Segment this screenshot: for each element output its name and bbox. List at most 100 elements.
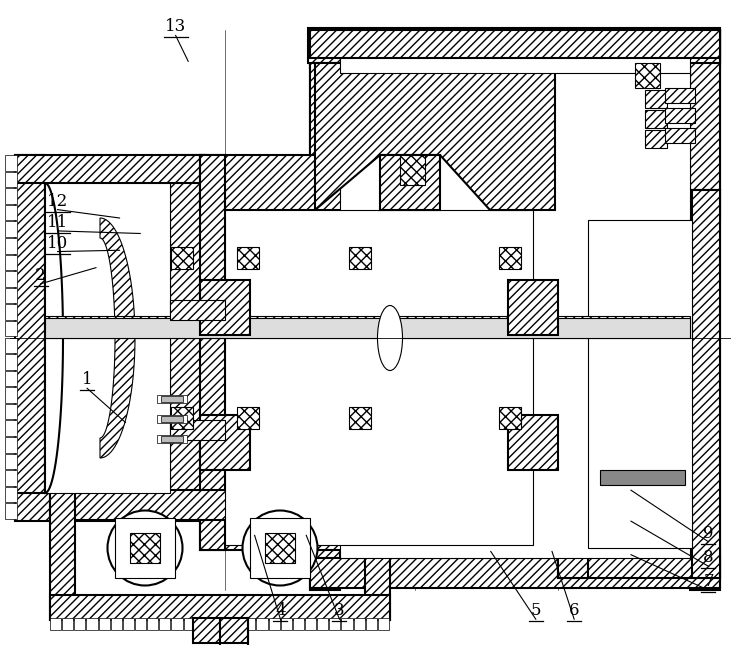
Bar: [170, 420, 225, 440]
Bar: [171, 407, 193, 429]
Bar: [342, 618, 353, 630]
Bar: [170, 300, 225, 320]
Text: 11: 11: [47, 214, 68, 231]
Text: 13: 13: [165, 19, 186, 35]
Bar: [293, 618, 304, 630]
Bar: [200, 155, 225, 550]
Bar: [75, 618, 86, 630]
Bar: [692, 190, 720, 578]
Bar: [349, 407, 371, 429]
Bar: [161, 416, 183, 422]
Bar: [508, 415, 558, 470]
Text: 10: 10: [47, 235, 68, 252]
Bar: [265, 533, 295, 563]
Text: 8: 8: [703, 550, 714, 566]
Ellipse shape: [378, 306, 402, 370]
Bar: [161, 396, 183, 402]
Bar: [665, 128, 695, 143]
Bar: [5, 404, 17, 419]
Bar: [558, 190, 588, 578]
Bar: [329, 618, 340, 630]
Bar: [400, 155, 425, 185]
Bar: [310, 30, 720, 68]
Bar: [5, 155, 17, 170]
Bar: [499, 247, 521, 269]
Bar: [157, 395, 187, 403]
Bar: [645, 130, 667, 148]
Bar: [5, 238, 17, 253]
Ellipse shape: [108, 510, 182, 586]
Bar: [232, 618, 244, 630]
Bar: [50, 618, 61, 630]
Text: 9: 9: [703, 525, 714, 542]
Bar: [310, 558, 720, 588]
Bar: [5, 271, 17, 287]
Bar: [135, 618, 146, 630]
Bar: [692, 30, 720, 190]
Bar: [200, 495, 558, 550]
Bar: [5, 304, 17, 320]
Bar: [111, 618, 122, 630]
Bar: [200, 415, 250, 470]
Bar: [50, 490, 75, 620]
Bar: [5, 437, 17, 453]
Bar: [237, 407, 259, 429]
Bar: [15, 155, 205, 183]
Bar: [171, 247, 193, 269]
Bar: [308, 28, 720, 63]
Bar: [5, 371, 17, 386]
Bar: [157, 415, 187, 423]
Text: 12: 12: [47, 193, 68, 210]
Bar: [130, 533, 160, 563]
Bar: [200, 280, 250, 335]
Bar: [237, 247, 259, 269]
Bar: [645, 90, 667, 108]
Bar: [157, 435, 187, 443]
Bar: [62, 618, 73, 630]
Bar: [196, 618, 207, 630]
Bar: [600, 470, 685, 485]
Bar: [349, 247, 371, 269]
Bar: [147, 618, 158, 630]
Bar: [5, 487, 17, 502]
Bar: [5, 321, 17, 337]
Bar: [208, 618, 219, 630]
Bar: [310, 30, 720, 58]
Bar: [171, 618, 182, 630]
Bar: [5, 188, 17, 204]
Bar: [256, 618, 268, 630]
Bar: [244, 618, 255, 630]
Bar: [5, 421, 17, 436]
Bar: [159, 618, 170, 630]
Bar: [378, 618, 389, 630]
Bar: [5, 470, 17, 486]
Bar: [5, 354, 17, 370]
Bar: [45, 183, 170, 493]
Bar: [5, 337, 17, 353]
Bar: [250, 518, 310, 578]
Bar: [508, 280, 558, 335]
Bar: [5, 453, 17, 469]
Ellipse shape: [243, 510, 317, 586]
Bar: [354, 618, 365, 630]
Bar: [665, 108, 695, 123]
Bar: [340, 58, 690, 73]
Bar: [50, 490, 390, 520]
Bar: [5, 255, 17, 270]
Text: 5: 5: [531, 602, 541, 619]
Text: 1: 1: [82, 372, 92, 388]
Bar: [45, 316, 690, 338]
Bar: [5, 288, 17, 303]
Polygon shape: [45, 183, 63, 493]
Bar: [366, 618, 377, 630]
Bar: [317, 618, 328, 630]
Bar: [5, 387, 17, 403]
Bar: [5, 172, 17, 187]
Bar: [99, 618, 110, 630]
Bar: [305, 618, 316, 630]
Bar: [558, 190, 720, 220]
Bar: [499, 407, 521, 429]
Bar: [635, 63, 660, 88]
Bar: [115, 518, 175, 578]
Polygon shape: [315, 63, 555, 210]
